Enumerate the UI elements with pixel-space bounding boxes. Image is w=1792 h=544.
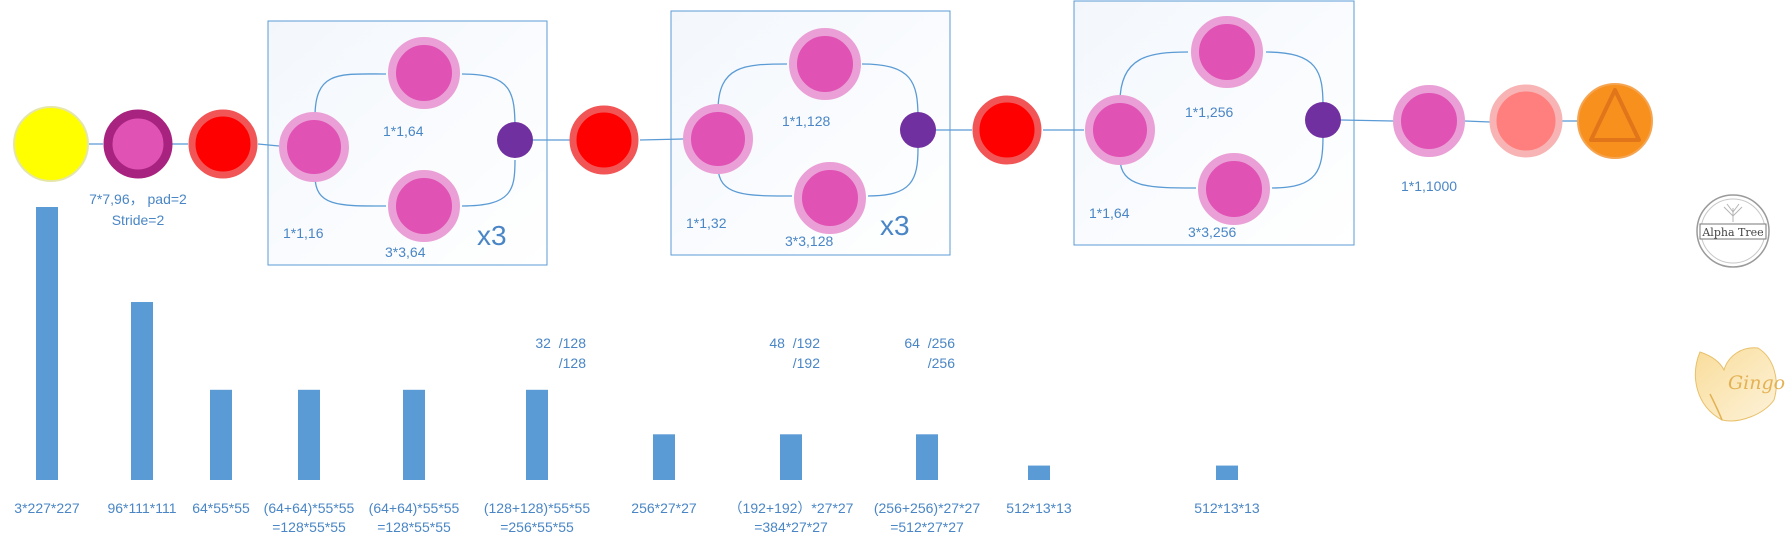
channel-note-3: 64 /256 /256: [904, 335, 955, 371]
expand3-label-2: 3*3,128: [785, 233, 833, 249]
maxpool-node-3: [972, 95, 1042, 165]
expand3-node-2: [794, 162, 866, 234]
alpha-tree-logo-text: Alpha Tree: [1701, 226, 1763, 239]
triangle-icon: [1589, 88, 1641, 142]
alpha-tree-logo-band: [1699, 223, 1767, 240]
ginkgo-leaf-icon: [1694, 347, 1777, 422]
concat-node-3: [1305, 102, 1341, 138]
channel-note-3-line-2: /256: [928, 355, 955, 371]
conv1-node: [103, 109, 173, 179]
channel-note-2: 48 /192 /192: [769, 335, 820, 371]
conv1-label-line-2: Stride=2: [112, 212, 165, 228]
channel-note-1: 32 /128 /128: [535, 335, 586, 371]
repeat-label-2: x3: [880, 210, 910, 241]
squeeze-node-2: [683, 104, 753, 174]
feature-map-label-10-line-1: 512*13*13: [1006, 500, 1072, 516]
feature-map-bar-11: [1216, 465, 1238, 480]
feature-map-label-7-line-1: 256*27*27: [631, 500, 697, 516]
feature-map-bar-7: [653, 434, 675, 480]
squeeze-node-1: [279, 112, 349, 182]
final-conv-label: 1*1,1000: [1401, 178, 1457, 194]
feature-map-label-9-line-1: (256+256)*27*27: [874, 500, 980, 516]
feature-map-label-8-line-1: （192+192）*27*27: [729, 500, 854, 516]
gingo-logo-text: Gingo: [1728, 372, 1785, 394]
feature-map-bar-8: [780, 434, 802, 480]
channel-note-1-line-2: /128: [559, 355, 586, 371]
squeeze-label-2: 1*1,32: [686, 215, 727, 231]
feature-map-bar-5: [403, 389, 425, 480]
channel-note-1-line-1: 32 /128: [535, 335, 586, 351]
expand3-node-1: [388, 170, 460, 242]
repeat-label-1: x3: [477, 220, 507, 251]
feature-map-label-9-line-2: =512*27*27: [890, 519, 964, 535]
expand1-label-2: 1*1,128: [782, 113, 830, 129]
final-conv-node: [1393, 85, 1465, 157]
feature-map-bar-1: [36, 207, 58, 480]
maxpool-node-2: [569, 105, 639, 175]
feature-map-bars: 3*227*227 96*111*111 64*55*55 (64+64)*55*55…: [14, 207, 1260, 535]
feature-map-label-1-line-1: 3*227*227: [14, 500, 80, 516]
expand1-label-3: 1*1,256: [1185, 104, 1233, 120]
ginkgo-stem-icon: [1709, 393, 1723, 421]
feature-map-label-4-line-2: =128*55*55: [272, 519, 346, 535]
feature-map-label-5-line-2: =128*55*55: [377, 519, 451, 535]
squeeze-label-1: 1*1,16: [283, 225, 324, 241]
connection-lines: [85, 51, 1578, 207]
feature-map-label-4-line-1: (64+64)*55*55: [264, 500, 355, 516]
feature-map-label-5-line-1: (64+64)*55*55: [369, 500, 460, 516]
expand1-label-1: 1*1,64: [383, 123, 424, 139]
avgpool-node: [1489, 84, 1563, 158]
feature-map-label-2-line-1: 96*111*111: [107, 500, 176, 516]
feature-map-bar-10: [1028, 465, 1050, 480]
feature-map-label-6-line-2: =256*55*55: [500, 519, 574, 535]
feature-map-label-3-line-1: 64*55*55: [192, 500, 250, 516]
feature-map-bar-9: [916, 434, 938, 480]
expand3-node-3: [1198, 153, 1270, 225]
tree-icon: [1723, 203, 1743, 222]
feature-map-bar-2: [131, 302, 153, 480]
squeeze-node-3: [1085, 95, 1155, 165]
feature-map-bar-3: [210, 389, 232, 480]
expand3-label-1: 3*3,64: [385, 244, 426, 260]
expand1-node-2: [789, 28, 861, 100]
channel-note-2-line-1: 48 /192: [769, 335, 820, 351]
feature-map-label-8-line-2: =384*27*27: [754, 519, 828, 535]
gingo-logo: Gingo: [1694, 347, 1785, 422]
feature-map-bar-6: [526, 389, 548, 480]
channel-note-2-line-2: /192: [793, 355, 820, 371]
expand3-label-3: 3*3,256: [1188, 224, 1236, 240]
concat-node-2: [900, 112, 936, 148]
channel-note-3-line-1: 64 /256: [904, 335, 955, 351]
maxpool-node-1: [188, 109, 258, 179]
feature-map-label-11-line-1: 512*13*13: [1194, 500, 1260, 516]
expand1-node-3: [1191, 16, 1263, 88]
conv1-label-line-1: 7*7,96， pad=2: [89, 191, 187, 207]
softmax-node: [1577, 83, 1653, 159]
input-node: [13, 106, 89, 182]
expand1-node-1: [388, 37, 460, 109]
feature-map-label-6-line-1: (128+128)*55*55: [484, 500, 590, 516]
alpha-tree-logo: Alpha Tree: [1696, 194, 1770, 268]
squeeze-label-3: 1*1,64: [1089, 205, 1130, 221]
feature-map-bar-4: [298, 389, 320, 480]
concat-node-1: [497, 122, 533, 158]
